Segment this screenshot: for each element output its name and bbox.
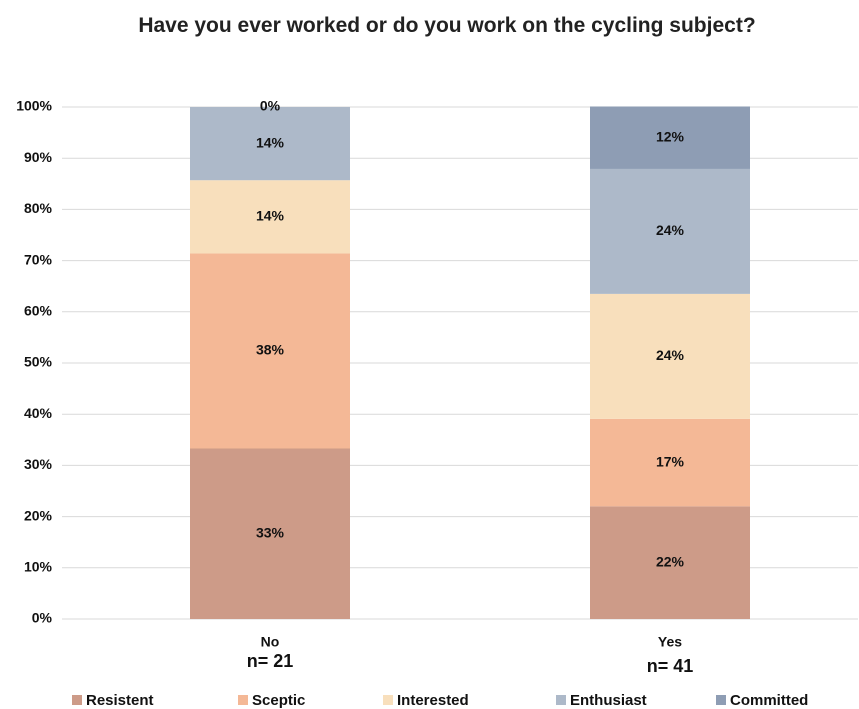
bar-segment [590,293,750,419]
legend-swatch [72,695,82,705]
y-tick-label: 60% [24,303,53,319]
legend-swatch [716,695,726,705]
bar-segment [190,253,350,449]
legend-swatch [556,695,566,705]
legend-label: Committed [730,692,808,709]
y-tick-label: 0% [32,610,53,626]
data-label: 0% [260,98,281,114]
x-tick-label: No [261,634,280,650]
bar-segment [590,106,750,169]
data-label: 24% [656,347,685,363]
data-label: 12% [656,128,685,144]
data-label: 14% [256,208,285,224]
sample-size: n= 41 [647,656,694,676]
legend-label: Sceptic [252,692,305,709]
bar-segment [190,448,350,619]
legend-swatch [238,695,248,705]
y-tick-label: 100% [16,98,52,114]
sample-size: n= 21 [247,651,294,671]
bar-segment [590,168,750,294]
data-label: 33% [256,524,285,540]
data-label: 17% [656,453,685,469]
y-tick-label: 10% [24,559,53,575]
legend-label: Enthusiast [570,692,647,709]
data-label: 14% [256,134,285,150]
y-tick-label: 90% [24,149,53,165]
chart-title: Have you ever worked or do you work on t… [138,14,756,37]
y-tick-label: 70% [24,251,53,267]
y-tick-label: 30% [24,456,53,472]
data-label: 38% [256,342,285,358]
legend-label: Interested [397,692,469,709]
x-tick-label: Yes [658,634,682,650]
y-tick-label: 50% [24,354,53,370]
y-tick-label: 40% [24,405,53,421]
data-label: 22% [656,553,685,569]
bar-segment [590,506,750,619]
data-label: 24% [656,222,685,238]
bar-segment [190,180,350,254]
legend-swatch [383,695,393,705]
legend-label: Resistent [86,692,154,709]
bar-segment [190,107,350,181]
bar-segment [590,418,750,507]
y-tick-label: 20% [24,507,53,523]
y-tick-label: 80% [24,200,53,216]
